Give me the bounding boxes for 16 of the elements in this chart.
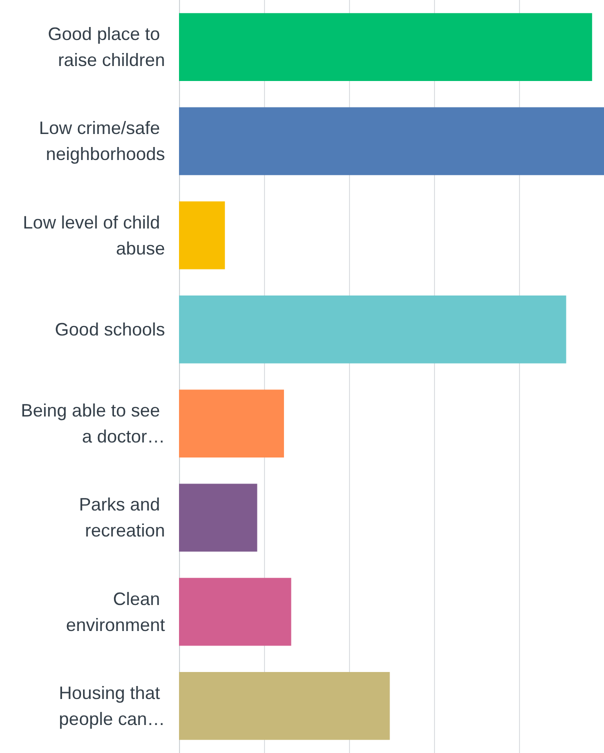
bar	[179, 578, 292, 646]
y-tick-label: Clean environment	[66, 588, 165, 635]
y-tick-label: Low crime/safe neighborhoods	[38, 118, 165, 164]
bar	[179, 390, 284, 458]
y-tick-label: Good place to raise children	[48, 24, 165, 70]
y-tick-label: Housing that people can…	[58, 682, 165, 729]
y-tick-label: Parks and recreation	[78, 494, 165, 541]
bar	[179, 296, 566, 364]
y-tick-label: Being able to see a doctor…	[20, 400, 165, 447]
bar	[179, 107, 604, 176]
y-tick-label: Low level of child abuse	[22, 212, 165, 258]
bar	[179, 13, 592, 81]
bar	[179, 672, 390, 740]
bar	[179, 484, 258, 552]
y-tick-label: Good schools	[54, 319, 165, 340]
bar	[179, 201, 225, 270]
